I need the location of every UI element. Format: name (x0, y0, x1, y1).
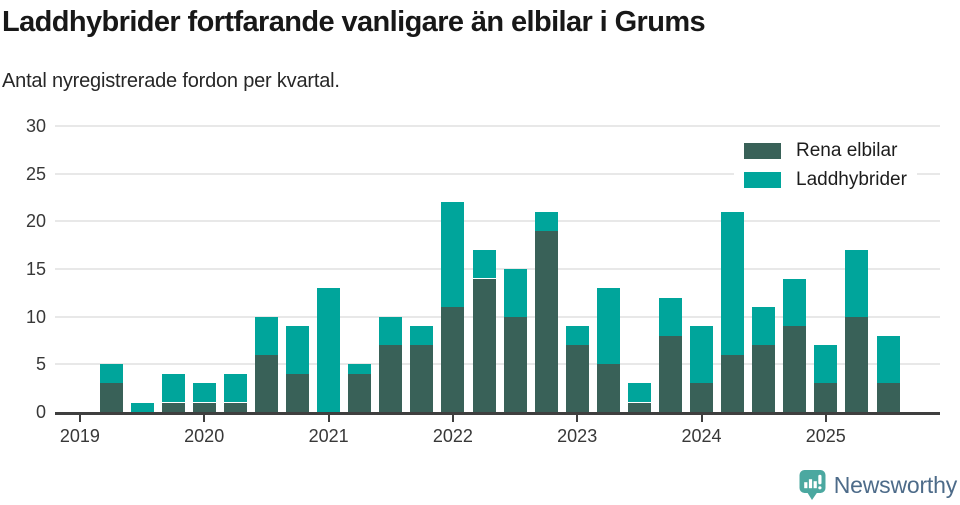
grid-line (55, 172, 940, 175)
x-axis-tick (700, 415, 703, 422)
chart-subtitle: Antal nyregistrerade fordon per kvartal. (2, 70, 340, 92)
bar-segment-laddhybrider (876, 335, 900, 384)
x-axis-tick (451, 415, 454, 422)
bar-segment-laddhybrider (441, 202, 465, 308)
bar-segment-rena-elbilar (565, 345, 589, 412)
bar-segment-laddhybrider (596, 288, 620, 365)
bar-segment-rena-elbilar (503, 316, 527, 412)
x-axis-tick-label: 2025 (805, 426, 846, 446)
brand-footer: Newsworthy (799, 470, 957, 501)
bar-segment-rena-elbilar (410, 345, 434, 412)
y-axis-tick-label: 30 (25, 116, 46, 136)
bar-segment-laddhybrider (410, 326, 434, 346)
bar-segment-laddhybrider (99, 364, 123, 384)
bar-segment-laddhybrider (317, 288, 341, 412)
bar-segment-laddhybrider (658, 297, 682, 336)
y-axis-tick-label: 5 (35, 354, 46, 375)
bar-segment-laddhybrider (223, 373, 247, 403)
bar-segment-laddhybrider (845, 249, 869, 317)
bar-segment-rena-elbilar (876, 383, 900, 412)
bar-segment-rena-elbilar (286, 373, 309, 412)
x-axis-tick-label: 2023 (557, 426, 598, 446)
grid-line (55, 363, 940, 366)
x-axis-tick (824, 415, 827, 422)
x-axis-tick-label: 2021 (308, 426, 349, 446)
x-axis-tick-label: 2019 (59, 426, 100, 446)
x-axis-tick-label: 2022 (432, 426, 473, 446)
bar-segment-laddhybrider (534, 211, 558, 231)
bar-segment-rena-elbilar (814, 383, 838, 412)
bar-segment-rena-elbilar (161, 402, 185, 412)
bar-segment-rena-elbilar (658, 335, 682, 412)
legend-label-laddhybrider: Laddhybrider (796, 168, 907, 190)
bar-segment-rena-elbilar (192, 402, 216, 412)
x-axis-tick (78, 415, 81, 422)
bar-segment-rena-elbilar (534, 230, 558, 412)
page-title: Laddhybrider fortfarande vanligare än el… (2, 6, 706, 38)
bar-segment-laddhybrider (192, 383, 216, 403)
bar-segment-rena-elbilar (783, 326, 807, 412)
x-axis-tick (203, 415, 206, 422)
bar-segment-laddhybrider (814, 345, 838, 384)
x-axis-tick (327, 415, 330, 422)
bar-segment-laddhybrider (348, 364, 372, 374)
newsworthy-logo-icon (799, 470, 826, 500)
bar-segment-laddhybrider (627, 383, 651, 403)
y-axis-tick-label: 20 (25, 211, 46, 232)
legend-swatch-rena-elbilar (744, 142, 781, 159)
bar-segment-rena-elbilar (254, 354, 278, 412)
y-axis-tick-label: 25 (25, 163, 46, 184)
bar-segment-laddhybrider (161, 373, 185, 403)
grid-line (55, 315, 940, 318)
bar-segment-rena-elbilar (721, 354, 745, 412)
y-axis-tick-label: 10 (25, 306, 46, 327)
bar-segment-rena-elbilar (472, 278, 496, 412)
chart-legend: Rena elbilar Laddhybrider (734, 134, 917, 196)
bar-segment-laddhybrider (752, 307, 776, 346)
bar-segment-laddhybrider (286, 326, 309, 374)
bar-segment-laddhybrider (721, 211, 745, 355)
bar-segment-rena-elbilar (596, 364, 620, 412)
bar-segment-laddhybrider (254, 316, 278, 355)
bar-segment-laddhybrider (503, 269, 527, 317)
grid-line (55, 220, 940, 223)
bar-segment-rena-elbilar (627, 402, 651, 412)
bar-segment-laddhybrider (783, 278, 807, 327)
bar-segment-laddhybrider (130, 402, 154, 412)
y-axis-tick-label: 15 (25, 259, 46, 279)
legend-item-laddhybrider: Laddhybrider (744, 165, 907, 194)
bar-segment-rena-elbilar (379, 345, 403, 412)
bar-segment-laddhybrider (472, 249, 496, 279)
bar-segment-laddhybrider (379, 316, 403, 346)
bar-segment-laddhybrider (565, 326, 589, 346)
legend-item-rena-elbilar: Rena elbilar (744, 136, 907, 165)
y-axis-tick-label: 0 (35, 402, 46, 422)
brand-name: Newsworthy (833, 472, 957, 498)
bar-segment-rena-elbilar (99, 383, 123, 412)
bar-segment-rena-elbilar (690, 383, 713, 412)
grid-line (55, 268, 940, 270)
x-axis-tick (576, 415, 579, 422)
bar-segment-rena-elbilar (752, 345, 776, 412)
legend-swatch-laddhybrider (744, 171, 781, 188)
legend-label-rena-elbilar: Rena elbilar (796, 139, 898, 161)
bar-segment-rena-elbilar (845, 316, 869, 412)
bar-segment-rena-elbilar (223, 402, 247, 412)
bar-segment-laddhybrider (690, 326, 713, 384)
grid-line (55, 125, 940, 127)
x-axis-line (55, 412, 940, 415)
bar-segment-rena-elbilar (348, 373, 372, 412)
bar-segment-rena-elbilar (441, 307, 465, 412)
x-axis-tick-label: 2024 (681, 426, 722, 446)
x-axis-tick-label: 2020 (184, 426, 225, 446)
